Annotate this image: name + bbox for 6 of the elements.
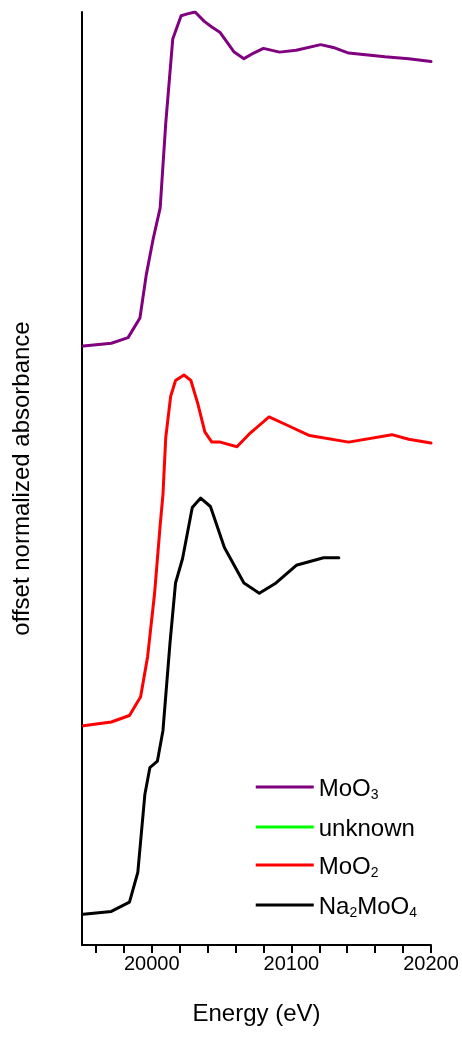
x-axis-title: Energy (eV) [192, 998, 321, 1026]
x-tick-label: 20000 [123, 952, 180, 974]
x-tick-label: 20100 [263, 952, 320, 974]
x-tick-label: 20200 [403, 952, 459, 974]
legend-label: unknown [318, 813, 415, 841]
y-axis-title: offset normalized absorbance [6, 321, 34, 636]
